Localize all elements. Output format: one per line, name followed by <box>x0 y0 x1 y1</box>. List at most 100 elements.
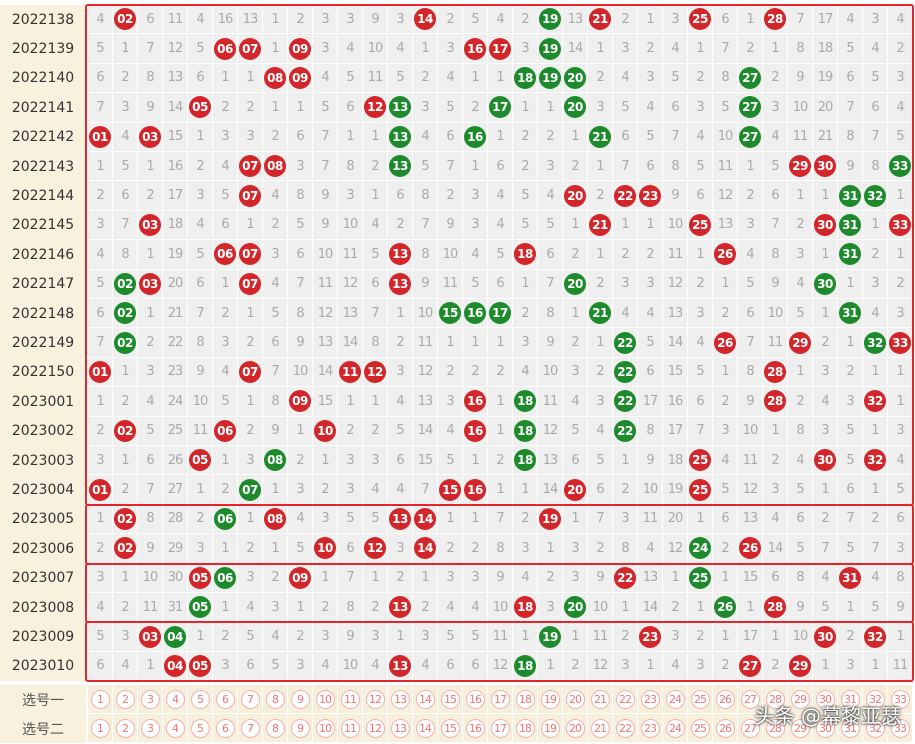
ball: 16 <box>464 37 486 60</box>
select-cell: 6 <box>213 714 238 744</box>
ball: 02 <box>114 302 136 325</box>
select-number[interactable]: 8 <box>265 718 285 738</box>
cell: 20 <box>563 269 588 299</box>
select-number[interactable]: 11 <box>340 689 360 709</box>
select-number[interactable]: 20 <box>565 689 585 709</box>
cell: 22 <box>163 328 188 358</box>
select-cell: 1 <box>88 685 113 715</box>
cell: 4 <box>863 34 888 64</box>
cell: 7 <box>188 299 213 329</box>
select-number[interactable]: 16 <box>465 689 485 709</box>
ball: 18 <box>514 419 536 442</box>
select-number[interactable]: 13 <box>390 718 410 738</box>
select-number[interactable]: 8 <box>265 689 285 709</box>
cell: 17 <box>163 181 188 211</box>
select-number[interactable]: 14 <box>415 689 435 709</box>
cell: 11 <box>413 328 438 358</box>
select-number[interactable]: 16 <box>465 718 485 738</box>
select-number[interactable]: 15 <box>440 718 460 738</box>
select-number[interactable]: 5 <box>190 718 210 738</box>
issue-number: 2022138 <box>0 5 86 36</box>
cell: 8 <box>763 240 788 270</box>
select-number[interactable]: 20 <box>565 718 585 738</box>
select-number[interactable]: 4 <box>165 718 185 738</box>
cell: 5 <box>463 269 488 299</box>
cell: 13 <box>388 240 413 270</box>
select-number[interactable]: 17 <box>490 718 510 738</box>
select-number[interactable]: 17 <box>490 689 510 709</box>
cell: 6 <box>588 475 613 505</box>
select-number[interactable]: 19 <box>540 689 560 709</box>
select-number[interactable]: 21 <box>590 689 610 709</box>
select-number[interactable]: 10 <box>315 718 335 738</box>
ball: 22 <box>614 390 636 413</box>
cell: 1 <box>763 416 788 446</box>
cell: 3 <box>238 446 263 476</box>
select-number[interactable]: 23 <box>640 689 660 709</box>
select-number[interactable]: 22 <box>615 689 635 709</box>
select-number[interactable]: 3 <box>140 689 160 709</box>
cell: 32 <box>863 387 888 417</box>
select-number[interactable]: 13 <box>390 689 410 709</box>
select-number[interactable]: 6 <box>215 718 235 738</box>
cell: 11 <box>438 269 463 299</box>
cell: 1 <box>463 328 488 358</box>
select-number[interactable]: 25 <box>690 689 710 709</box>
select-number[interactable]: 9 <box>290 718 310 738</box>
cell: 1 <box>863 357 888 388</box>
select-number[interactable]: 22 <box>615 718 635 738</box>
select-number[interactable]: 1 <box>90 718 110 738</box>
cell: 10 <box>538 357 563 388</box>
select-number[interactable]: 11 <box>340 718 360 738</box>
ball: 16 <box>464 419 486 442</box>
cell: 5 <box>188 34 213 64</box>
cell: 1 <box>463 63 488 94</box>
cell: 5 <box>413 152 438 182</box>
select-number[interactable]: 7 <box>240 689 260 709</box>
select-number[interactable]: 24 <box>665 718 685 738</box>
cell: 3 <box>813 416 838 446</box>
cell: 21 <box>588 122 613 152</box>
cell: 3 <box>588 387 613 417</box>
select-number[interactable]: 9 <box>290 689 310 709</box>
select-number[interactable]: 24 <box>665 689 685 709</box>
select-number[interactable]: 4 <box>165 689 185 709</box>
select-number[interactable]: 3 <box>140 718 160 738</box>
select-number[interactable]: 26 <box>715 689 735 709</box>
ball: 06 <box>214 37 236 60</box>
select-number[interactable]: 2 <box>115 718 135 738</box>
select-number[interactable]: 26 <box>715 718 735 738</box>
cell: 18 <box>813 34 838 64</box>
select-number[interactable]: 21 <box>590 718 610 738</box>
select-number[interactable]: 15 <box>440 689 460 709</box>
select-number[interactable]: 23 <box>640 718 660 738</box>
cell: 10 <box>713 122 738 152</box>
select-number[interactable]: 1 <box>90 689 110 709</box>
select-number[interactable]: 18 <box>515 718 535 738</box>
select-number[interactable]: 12 <box>365 718 385 738</box>
select-number[interactable]: 12 <box>365 689 385 709</box>
cell: 4 <box>638 299 663 329</box>
select-number[interactable]: 2 <box>115 689 135 709</box>
select-number[interactable]: 14 <box>415 718 435 738</box>
select-number[interactable]: 6 <box>215 689 235 709</box>
ball: 06 <box>214 243 236 266</box>
cell: 05 <box>188 93 213 123</box>
select-number[interactable]: 5 <box>190 689 210 709</box>
ball: 17 <box>489 96 511 119</box>
cell: 7 <box>613 152 638 182</box>
ball: 22 <box>614 331 636 354</box>
cell: 6 <box>88 63 113 94</box>
cell: 3 <box>438 387 463 417</box>
cell: 4 <box>563 387 588 417</box>
select-number[interactable]: 7 <box>240 718 260 738</box>
cell: 17 <box>638 387 663 417</box>
select-number[interactable]: 25 <box>690 718 710 738</box>
ball: 25 <box>689 213 711 236</box>
select-number[interactable]: 18 <box>515 689 535 709</box>
select-number[interactable]: 10 <box>315 689 335 709</box>
select-number[interactable]: 19 <box>540 718 560 738</box>
cell: 2 <box>438 357 463 388</box>
ball: 03 <box>139 213 161 236</box>
cell: 7 <box>863 122 888 152</box>
